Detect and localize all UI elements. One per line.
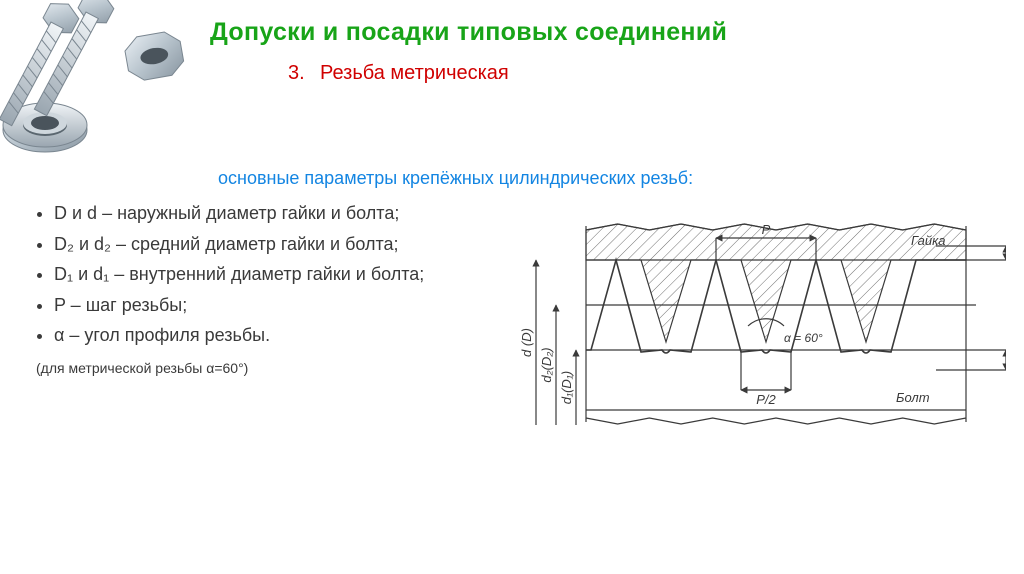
svg-text:P: P (762, 222, 771, 237)
svg-text:d₁(D₁): d₁(D₁) (559, 371, 574, 404)
section-number: 3. (288, 62, 305, 85)
svg-text:Гайка: Гайка (911, 233, 945, 248)
bolts-image (0, 0, 200, 180)
svg-text:Болт: Болт (896, 390, 930, 405)
bullet-list: D и d – наружный диаметр гайки и болта; … (36, 198, 424, 351)
list-item: D и d – наружный диаметр гайки и болта; (54, 198, 424, 229)
svg-text:P/2: P/2 (756, 392, 776, 407)
note-text: (для метрической резьбы α=60°) (36, 360, 248, 376)
svg-text:α = 60°: α = 60° (784, 331, 823, 345)
list-item: D₁ и d₁ – внутренний диаметр гайки и бол… (54, 259, 424, 290)
thread-diagram: PГайкаБолтα = 60°P/2H/8H/4H = 0,866025 P… (506, 200, 1006, 470)
svg-text:d (D): d (D) (519, 328, 534, 357)
subheading: основные параметры крепёжных цилиндричес… (218, 168, 693, 189)
page-title: Допуски и посадки типовых соединений (210, 18, 727, 47)
svg-text:d₂(D₂): d₂(D₂) (539, 347, 554, 382)
list-item: α – угол профиля резьбы. (54, 320, 424, 351)
section-title: Резьба метрическая (320, 62, 509, 85)
list-item: D₂ и d₂ – средний диаметр гайки и болта; (54, 229, 424, 260)
list-item: P – шаг резьбы; (54, 290, 424, 321)
